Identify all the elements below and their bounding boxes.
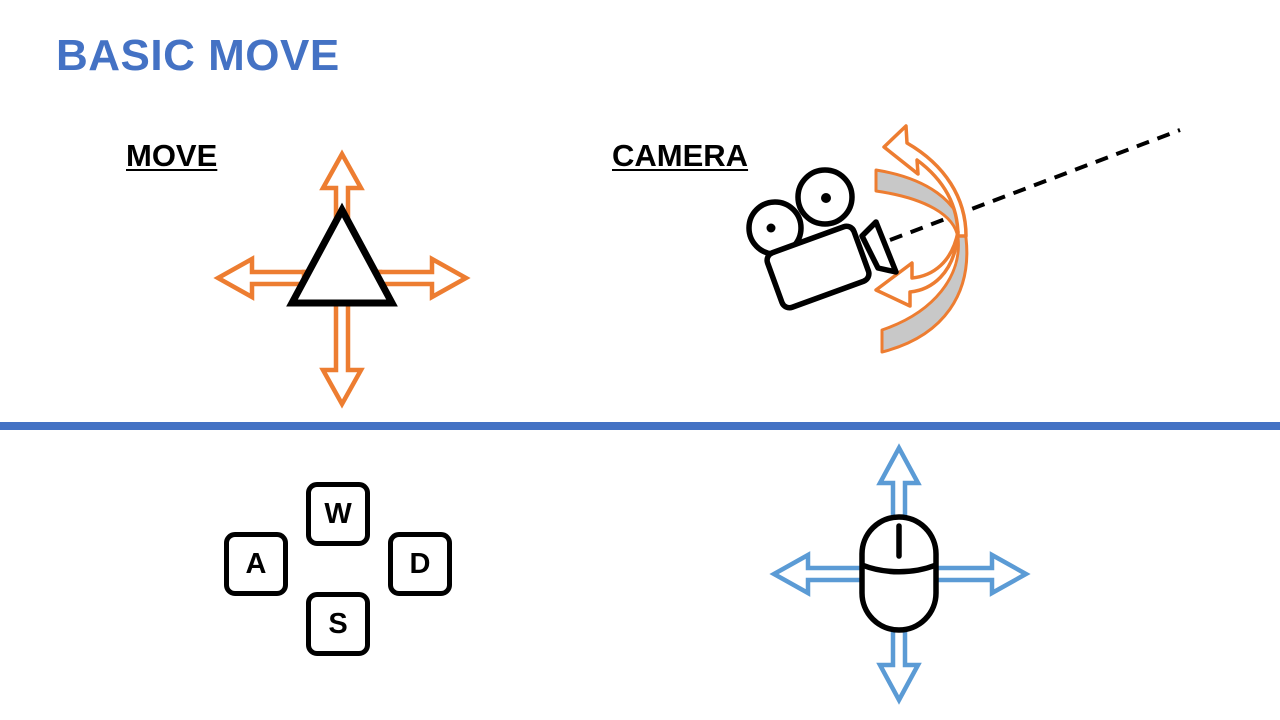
key-d: D	[388, 532, 452, 596]
key-a: A	[224, 532, 288, 596]
movie-camera-icon	[746, 167, 899, 311]
swing-center-arrow-icon	[874, 230, 960, 308]
page-title: BASIC MOVE	[56, 31, 340, 80]
triangle-player-icon	[286, 202, 398, 307]
move-diagram	[213, 149, 471, 409]
arrow-right-icon	[927, 551, 1031, 597]
camera-section-label: CAMERA	[612, 138, 749, 173]
key-s: S	[306, 592, 370, 656]
move-section-label: MOVE	[126, 138, 218, 173]
camera-swing-band	[874, 168, 969, 354]
mouse-diagram	[769, 443, 1031, 705]
mouse-icon	[859, 514, 939, 633]
swing-up-arrow-icon	[882, 124, 968, 238]
key-w: W	[306, 482, 370, 546]
camera-diagram	[746, 124, 1181, 354]
arrow-left-icon	[769, 551, 873, 597]
mouse-arrows-icon	[769, 443, 1031, 705]
sightline	[889, 128, 1181, 242]
section-divider	[0, 422, 1280, 430]
